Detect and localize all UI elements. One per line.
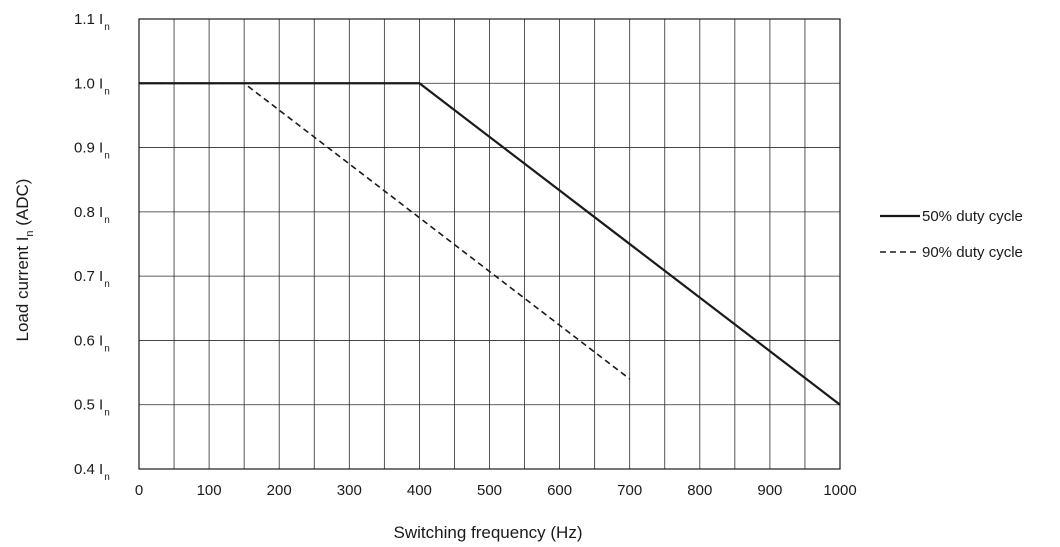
y-axis-title-prefix: Load current I [13,237,32,342]
y-tick-label-text: 0.4 I [74,461,103,478]
x-tick-label: 800 [687,482,712,499]
x-tick-label: 300 [337,482,362,499]
y-tick-label-text: 1.1 I [74,11,103,28]
y-tick-label-text: 1.0 I [74,75,103,92]
x-tick-label: 0 [135,482,143,499]
x-tick-label: 400 [407,482,432,499]
x-tick-label: 700 [617,482,642,499]
series-layer [139,82,841,406]
y-tick-label-text: 0.6 I [74,332,103,349]
x-tick-label: 200 [267,482,292,499]
y-tick-label-subscript: n [104,22,110,33]
grid [138,18,841,470]
y-axis-title-subscript: n [24,230,36,236]
y-tick-label-subscript: n [104,408,110,419]
y-tick-label-subscript: n [104,86,110,97]
y-tick-label: 0.4 In [74,461,110,483]
y-axis-title-suffix: (ADC) [13,179,32,231]
y-tick-label-text: 0.9 I [74,140,103,157]
y-tick-label-text: 0.5 I [74,397,103,414]
y-tick-label-text: 0.8 I [74,204,103,221]
x-tick-label: 900 [757,482,782,499]
x-tick-label: 500 [477,482,502,499]
plot-border [138,18,841,470]
y-tick-label-subscript: n [104,343,110,354]
x-axis-title: Switching frequency (Hz) [394,523,583,542]
y-tick-label: 0.5 In [74,397,110,419]
y-tick-label: 1.1 In [74,11,110,33]
x-tick-label: 1000 [823,482,856,499]
series-line-2 [139,82,631,380]
x-tick-labels: 0 100 200 300 400 500 600 700 800 900 1000 [135,482,857,499]
y-tick-label: 0.8 In [74,204,110,226]
y-tick-label: 0.9 In [74,140,110,162]
y-tick-label-text: 0.7 I [74,268,103,285]
y-axis-title: Load current In (ADC) [13,179,36,342]
x-tick-label: 100 [197,482,222,499]
legend-label-1: 50% duty cycle [922,208,1023,225]
y-tick-label-subscript: n [104,215,110,226]
legend: 50% duty cycle 90% duty cycle [880,208,1023,261]
y-tick-label: 1.0 In [74,75,110,97]
y-tick-label: 0.6 In [74,332,110,354]
x-tick-label: 600 [547,482,572,499]
legend-label-2: 90% duty cycle [922,244,1023,261]
y-tick-label-subscript: n [104,151,110,162]
y-tick-label: 0.7 In [74,268,110,290]
y-tick-labels: 0.4 In0.5 In0.6 In0.7 In0.8 In0.9 In1.0 … [74,11,110,483]
plot-frame [138,18,841,470]
y-tick-label-subscript: n [104,279,110,290]
y-tick-label-subscript: n [104,472,110,483]
